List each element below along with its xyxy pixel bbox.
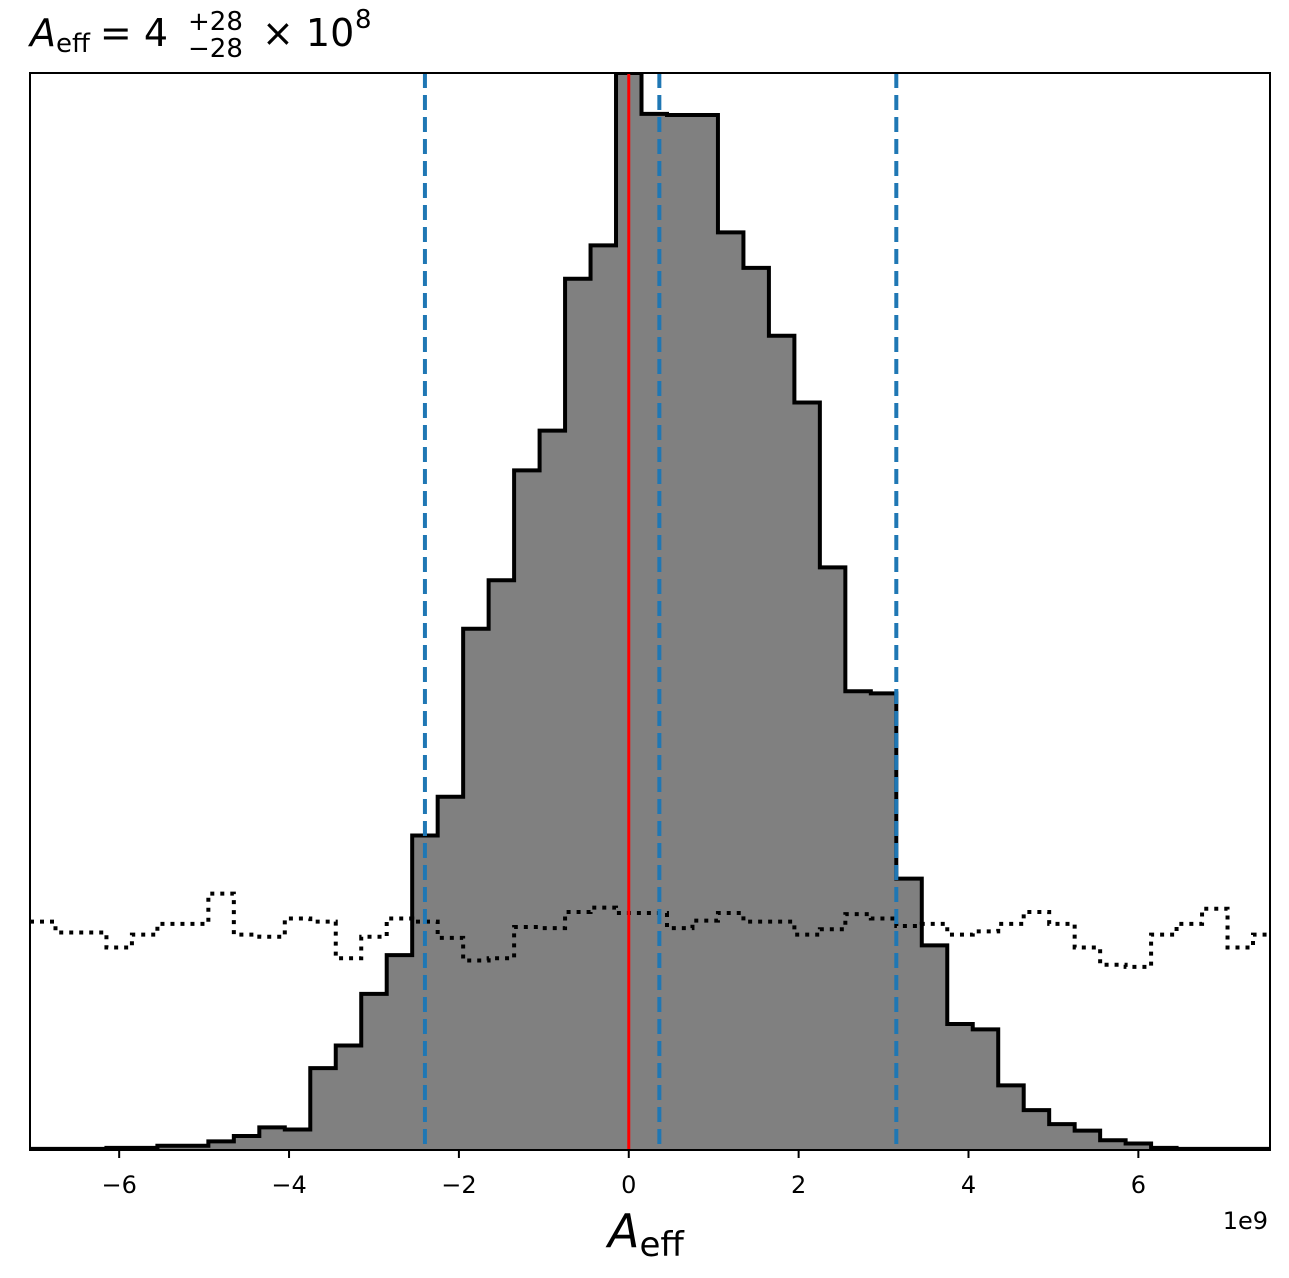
histogram-bar [590, 245, 617, 1150]
x-tick-label: 6 [1131, 1171, 1146, 1199]
x-tick-label: 2 [791, 1171, 806, 1199]
histogram-bar [259, 1127, 286, 1150]
x-tick-label: −6 [101, 1171, 136, 1199]
x-axis-offset: 1e9 [1223, 1207, 1268, 1235]
title-symbol-sub: eff [56, 29, 91, 59]
title-times: × 10 [262, 11, 354, 55]
histogram-outline [30, 73, 1270, 1150]
histogram-bar [182, 1145, 209, 1150]
chart-title: Aeff = 4 [27, 11, 168, 59]
histogram-bar [463, 628, 490, 1150]
histogram-bar [1125, 1143, 1152, 1150]
histogram-bar [284, 1129, 311, 1150]
title-sub: −28 [188, 34, 243, 64]
histogram-bar [310, 1068, 337, 1150]
histogram-bar [743, 267, 770, 1150]
x-tick-label: 4 [961, 1171, 976, 1199]
histogram-bar [717, 232, 744, 1150]
histogram-bar [157, 1145, 184, 1150]
histogram-bar [641, 113, 668, 1150]
histogram-bar [870, 693, 897, 1150]
histogram-bar [412, 835, 439, 1150]
plot-area [30, 73, 1270, 1150]
histogram-bar [1023, 1110, 1050, 1150]
histogram-bar [972, 1029, 999, 1150]
histogram-bar [819, 567, 846, 1150]
histogram-bar [437, 796, 464, 1150]
title-symbol: A [27, 11, 56, 55]
histogram-bar [692, 115, 719, 1150]
histogram-bar [896, 878, 923, 1150]
histogram-bar [208, 1141, 235, 1150]
plot-frame [29, 72, 1271, 1151]
histogram-bar [361, 993, 388, 1150]
histogram-bar [1074, 1130, 1101, 1150]
histogram-bar [1100, 1140, 1127, 1150]
histogram-bar [845, 691, 872, 1150]
x-axis-label: Aeff [605, 1204, 685, 1265]
prior-dotted-line [30, 891, 1270, 969]
histogram-bar [514, 470, 541, 1150]
histogram-bar [794, 402, 821, 1150]
histogram-bar [768, 335, 795, 1150]
histogram-bar [335, 1045, 362, 1150]
histogram-bars [30, 73, 1270, 1150]
title-exp: 8 [355, 5, 372, 35]
x-tick-label: 0 [621, 1171, 636, 1199]
histogram-bar [233, 1135, 260, 1150]
histogram-bar [539, 430, 566, 1150]
histogram-bar [998, 1085, 1025, 1150]
x-tick-label: −4 [271, 1171, 306, 1199]
histogram-bar [947, 1023, 974, 1150]
title-sup: +28 [188, 7, 243, 37]
histogram-bar [666, 115, 693, 1150]
histogram-bar [386, 955, 413, 1150]
histogram-bar [565, 278, 592, 1150]
histogram-bar [488, 580, 515, 1150]
x-axis-ticks: −6 −4 −2 0 2 4 6 [101, 1150, 1146, 1199]
histogram-bar [921, 945, 948, 1150]
vertical-lines [422, 73, 899, 1150]
title-equals: = 4 [100, 11, 168, 55]
x-tick-label: −2 [441, 1171, 476, 1199]
histogram-bar [1049, 1124, 1076, 1150]
x-axis-label-sub: eff [639, 1225, 685, 1265]
x-axis-label-symbol: A [605, 1204, 639, 1258]
